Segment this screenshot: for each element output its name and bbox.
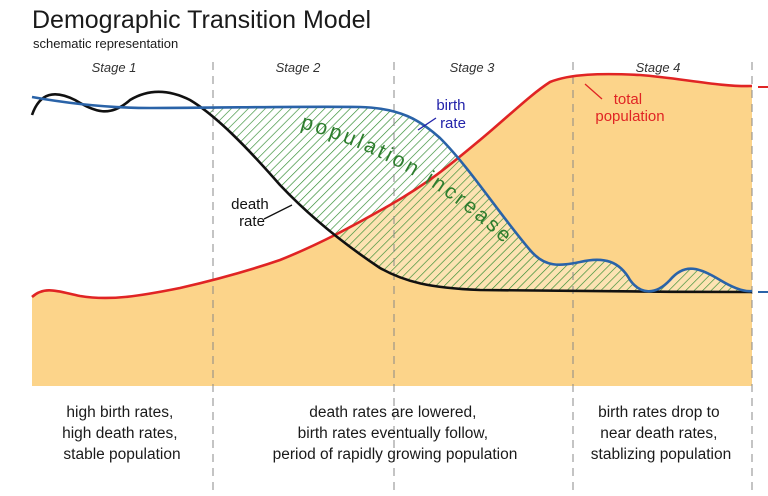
birth-rate-curve — [31, 95, 753, 293]
population-increase-region — [200, 106, 752, 292]
death-rate-label: death rate — [231, 196, 273, 230]
total-population-label: total population — [595, 91, 664, 125]
stage-1-description: high birth rates, high death rates, stab… — [62, 404, 182, 463]
stage-label-2: Stage 2 — [276, 60, 322, 75]
diagram-subtitle: schematic representation — [33, 36, 178, 51]
death-rate-leader — [263, 204, 293, 220]
diagram-title: Demographic Transition Model — [32, 6, 371, 34]
stage-label-4: Stage 4 — [636, 60, 681, 75]
birth-rate-label: birth rate — [436, 97, 469, 132]
stage-label-3: Stage 3 — [450, 60, 496, 75]
stage-2-3-description: death rates are lowered, birth rates eve… — [273, 404, 518, 463]
total-population-curve — [31, 72, 753, 300]
stage-4-description: birth rates drop to near death rates, st… — [591, 404, 731, 463]
death-rate-curve — [30, 90, 753, 294]
total-population-leader — [584, 83, 603, 100]
birth-rate-leader — [417, 117, 437, 131]
stage-label-1: Stage 1 — [92, 60, 137, 75]
